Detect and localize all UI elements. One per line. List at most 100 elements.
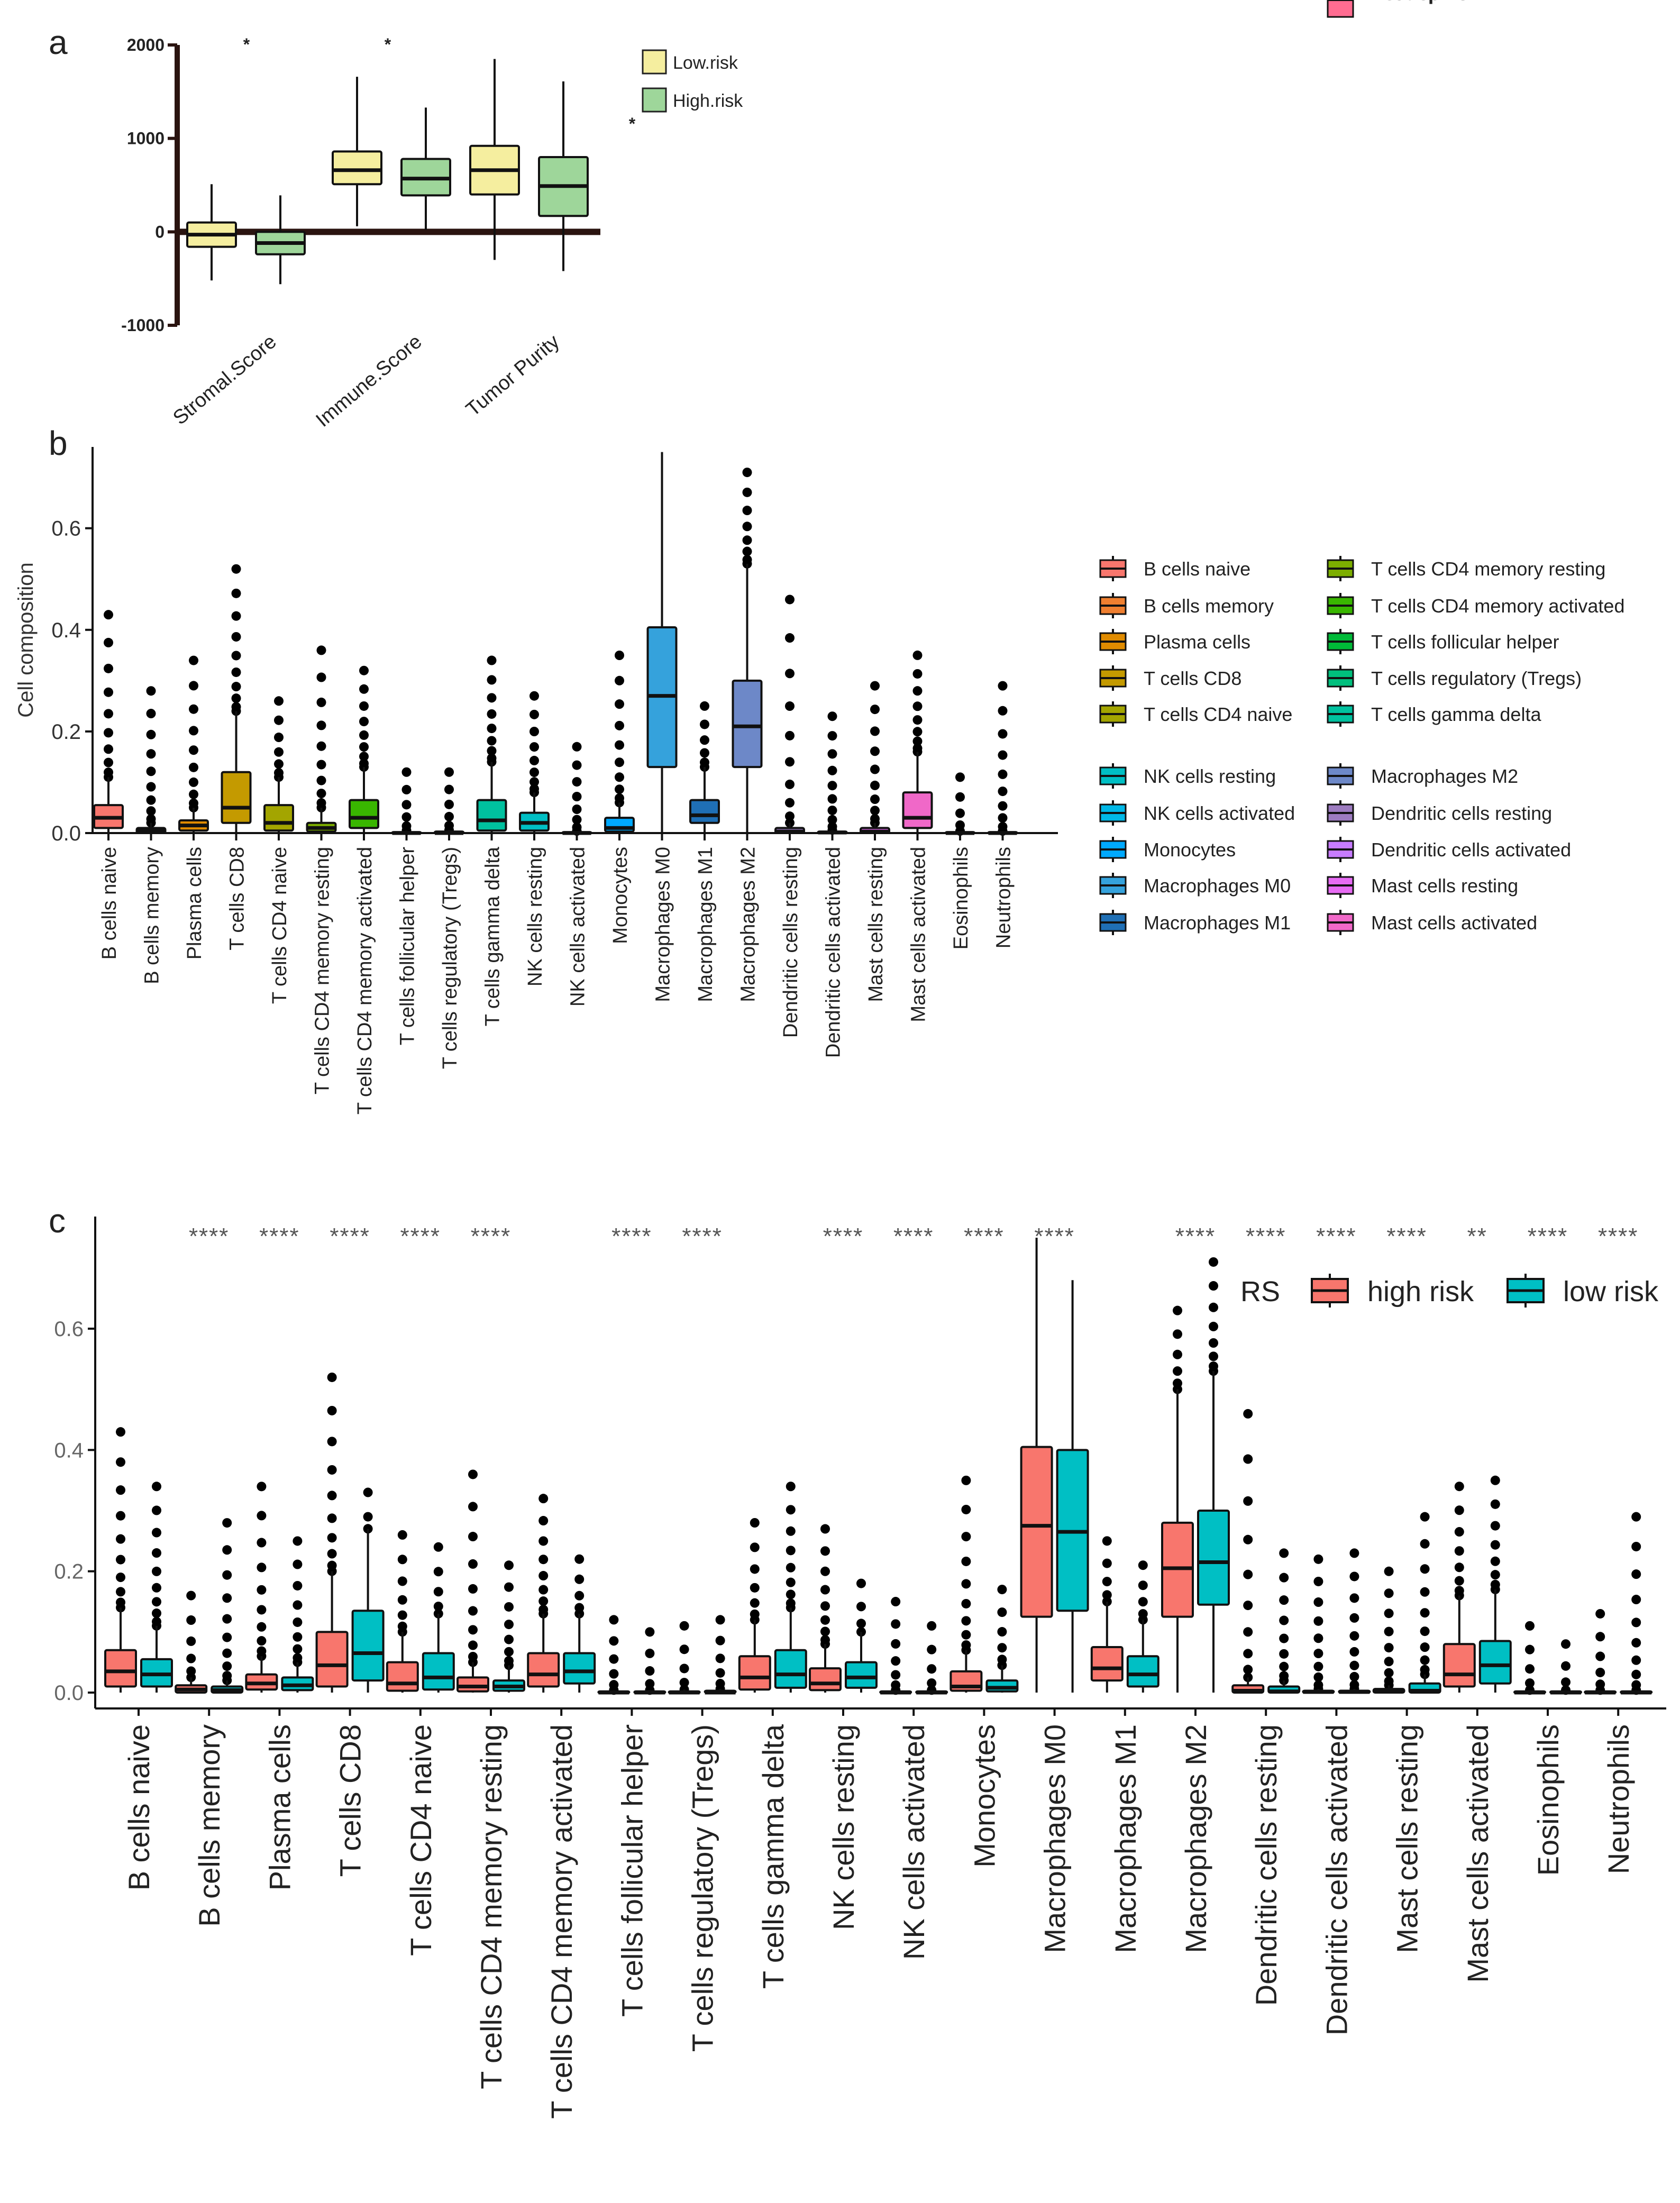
outlier-point — [786, 1526, 796, 1536]
legend-label: T cells regulatory (Tregs) — [1371, 668, 1582, 689]
significance-marker: **** — [471, 1223, 512, 1249]
x-category-label: Neutrophils — [993, 847, 1015, 948]
outlier-point — [1138, 1609, 1148, 1619]
outlier-point — [1490, 1579, 1500, 1589]
outlier-point — [397, 1610, 407, 1620]
outlier-point — [397, 1530, 407, 1540]
x-category-label: T cells follicular helper — [397, 847, 419, 1046]
outlier-point — [293, 1653, 303, 1663]
outlier-point — [574, 1603, 585, 1613]
box-high-risk-dendritic-cells-activated — [1302, 1554, 1335, 1694]
box-high-risk-dendritic-cells-resting — [1231, 1409, 1265, 1694]
outlier-point — [912, 743, 923, 753]
outlier-point — [786, 1577, 796, 1587]
outlier-point — [856, 1578, 866, 1588]
outlier-point — [742, 468, 752, 478]
x-category-label: B cells memory — [141, 847, 163, 984]
outlier-point — [856, 1627, 866, 1637]
outlier-point — [700, 735, 709, 745]
outlier-point — [998, 706, 1008, 716]
outlier-point — [327, 1405, 337, 1415]
outlier-point — [1313, 1672, 1323, 1682]
outlier-point — [786, 1505, 796, 1515]
outlier-point — [257, 1585, 267, 1595]
outlier-point — [1349, 1647, 1359, 1657]
significance-marker: **** — [1598, 1223, 1639, 1249]
outlier-point — [1279, 1595, 1289, 1605]
outlier-point — [1384, 1657, 1394, 1667]
outlier-point — [222, 1632, 232, 1642]
outlier-point — [1243, 1627, 1253, 1637]
outlier-point — [146, 782, 156, 792]
outlier-point — [538, 1571, 549, 1581]
legend-label: Eosinophils — [1371, 0, 1468, 4]
outlier-point — [742, 546, 752, 556]
outlier-point — [529, 777, 539, 787]
outlier-point — [274, 715, 284, 725]
outlier-point — [487, 693, 497, 703]
outlier-point — [785, 595, 795, 605]
outlier-point — [222, 1614, 232, 1624]
box-high-risk-mast-cells-resting — [1372, 1566, 1405, 1694]
outlier-point — [1279, 1671, 1289, 1681]
legend-label: Monocytes — [1144, 839, 1236, 861]
outlier-point — [327, 1465, 337, 1475]
outlier-point — [529, 755, 539, 765]
outlier-point — [529, 691, 539, 701]
outlier-point — [572, 777, 582, 787]
outlier-point — [615, 757, 624, 767]
outlier-point — [274, 759, 284, 769]
outlier-point — [750, 1518, 760, 1528]
outlier-point — [615, 699, 624, 709]
outlier-point — [401, 800, 412, 810]
y-tick-label: 0.4 — [51, 619, 81, 642]
outlier-point — [856, 1619, 866, 1629]
outlier-point — [152, 1583, 161, 1593]
outlier-point — [293, 1644, 303, 1654]
outlier-point — [529, 767, 539, 778]
outlier-point — [231, 632, 241, 642]
outlier-point — [1349, 1593, 1359, 1603]
y-tick-label: -1000 — [121, 316, 165, 335]
box-iqr — [1126, 1655, 1159, 1688]
outlier-point — [700, 719, 709, 729]
outlier-point — [538, 1596, 549, 1606]
box-high-risk-t-cells-gamma-delta — [738, 1518, 771, 1693]
box-t-cells-cd8 — [221, 564, 252, 833]
box-low-risk-dendritic-cells-activated — [1338, 1548, 1371, 1694]
outlier-point — [679, 1663, 689, 1674]
outlier-point — [1384, 1668, 1394, 1678]
box-plasma-cells — [178, 655, 209, 833]
outlier-point — [1490, 1499, 1500, 1509]
outlier-point — [293, 1580, 303, 1590]
box-iqr — [527, 1652, 560, 1688]
legend-label: T cells follicular helper — [1371, 631, 1559, 653]
significance-marker: ** — [1467, 1223, 1487, 1249]
x-category-label: T cells CD4 naive — [404, 1724, 437, 1956]
x-category-label: T cells gamma delta — [756, 1724, 790, 1989]
outlier-point — [1173, 1349, 1182, 1359]
outlier-point — [116, 1427, 125, 1437]
legend-label: NK cells resting — [1144, 765, 1276, 787]
box-iqr — [1478, 1640, 1512, 1685]
outlier-point — [1102, 1558, 1112, 1568]
x-category-label: T cells CD4 memory resting — [474, 1724, 508, 2089]
box-iqr — [351, 1610, 385, 1682]
outlier-point — [359, 717, 369, 727]
box-high-risk-t-cells-cd4-memory-activated — [527, 1494, 560, 1693]
legend-label: Mast cells resting — [1371, 875, 1518, 897]
outlier-point — [359, 730, 369, 740]
outlier-point — [820, 1601, 830, 1611]
outlier-point — [912, 650, 923, 660]
outlier-point — [891, 1680, 901, 1690]
outlier-point — [231, 611, 241, 621]
box-iqr — [732, 679, 763, 769]
outlier-point — [1349, 1660, 1359, 1670]
outlier-point — [1279, 1615, 1289, 1625]
outlier-point — [1420, 1539, 1430, 1549]
box-macrophages-m1 — [689, 701, 720, 833]
legend-label: Mast cells activated — [1371, 912, 1537, 934]
outlier-point — [152, 1566, 161, 1576]
outlier-point — [231, 667, 241, 677]
